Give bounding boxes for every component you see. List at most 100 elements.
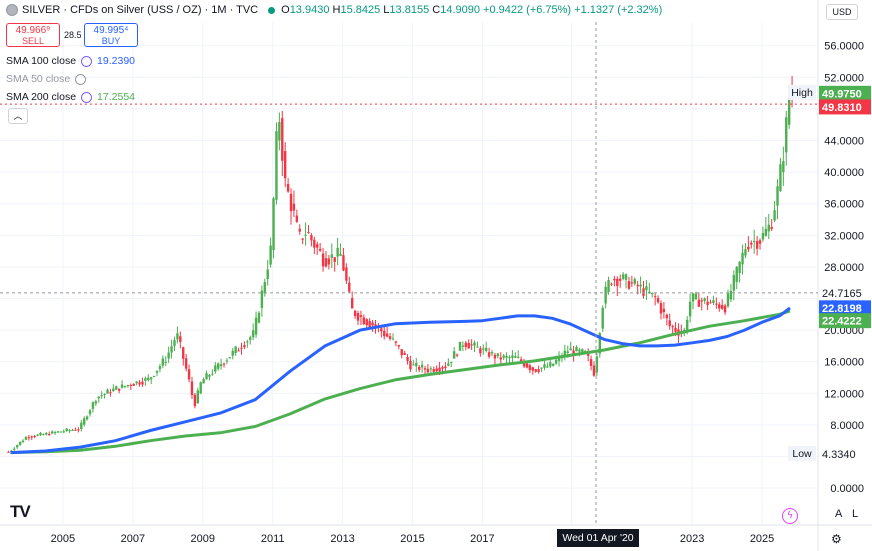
candle-body: [473, 342, 476, 346]
candle-body: [450, 361, 453, 363]
candle-body: [493, 354, 497, 359]
sell-price: 49.966⁹: [15, 25, 51, 36]
candle-body: [659, 303, 663, 314]
indicator-sma50[interactable]: SMA 50 close: [6, 73, 87, 85]
buy-label: BUY: [101, 36, 121, 46]
time-tick-label: 2017: [470, 533, 494, 545]
candle-body: [68, 430, 71, 432]
crosshair-date-label: Wed 01 Apr '20: [557, 529, 639, 547]
candle-body: [610, 283, 613, 285]
candle-body: [598, 333, 602, 354]
candle-body: [126, 385, 130, 387]
candle-body: [216, 363, 220, 369]
candle-body: [15, 445, 19, 448]
candle-body: [543, 364, 546, 368]
candle-body: [147, 377, 150, 381]
candle-body: [219, 364, 223, 367]
candle-body: [380, 328, 383, 332]
candle-body: [546, 366, 549, 368]
price-axis[interactable]: 56.000052.000048.000044.000040.000036.00…: [788, 41, 871, 495]
price-tick-label: 52.0000: [824, 72, 864, 84]
symbol-title[interactable]: SILVER · CFDs on Silver (USS / OZ) · 1M …: [22, 4, 259, 16]
sell-button[interactable]: 49.966⁹ SELL: [6, 23, 60, 47]
candle-body: [53, 432, 57, 434]
candle-body: [272, 198, 275, 251]
candle-body: [324, 258, 328, 267]
candle-body: [718, 304, 721, 309]
time-tick-label: 2007: [121, 533, 145, 545]
flash-icon[interactable]: ϟ: [782, 508, 798, 524]
candle-body: [129, 384, 132, 386]
time-tick-label: 2015: [400, 533, 424, 545]
candle-body: [671, 326, 674, 328]
auto-scale-button[interactable]: A: [835, 508, 843, 520]
candle-body: [144, 378, 147, 381]
candle-body: [715, 303, 718, 305]
candle-body: [371, 322, 374, 326]
candle-body: [161, 358, 165, 366]
candle-body: [211, 373, 214, 375]
candle-body: [202, 379, 205, 384]
candle-body: [540, 367, 543, 369]
candle-body: [199, 382, 202, 394]
candle-body: [173, 340, 176, 346]
candle-body: [435, 368, 438, 372]
candle-body: [39, 433, 42, 436]
axis-tag-caption: [788, 445, 816, 461]
candle-body: [691, 293, 695, 302]
candle-body: [569, 348, 572, 351]
candle-body: [447, 363, 450, 366]
candle-body: [321, 253, 325, 267]
candle-body: [586, 353, 590, 356]
candle-body: [149, 377, 153, 380]
time-axis[interactable]: 20052007200920112013201520172020232025: [51, 533, 775, 545]
tradingview-logo-icon[interactable]: TV: [10, 502, 31, 521]
candle-body: [601, 307, 604, 329]
candle-body: [365, 319, 368, 326]
candle-body: [662, 308, 666, 313]
refresh-icon[interactable]: [81, 91, 93, 103]
axis-tag: [819, 285, 871, 301]
candle-body: [412, 364, 415, 366]
candle-body: [747, 246, 750, 250]
indicator-value: 17.2554: [97, 91, 136, 103]
candle-body: [359, 315, 363, 318]
candle-body: [228, 357, 232, 359]
symbol-legend: SILVER · CFDs on Silver (USS / OZ) · 1M …: [6, 4, 662, 16]
candle-body: [464, 342, 468, 347]
candle-body: [633, 279, 636, 284]
time-tick-label: 2009: [191, 533, 215, 545]
candle-body: [281, 118, 284, 161]
candle-body: [167, 352, 170, 359]
candle-body: [88, 410, 92, 415]
candle-body: [383, 330, 386, 337]
candle-body: [362, 317, 366, 325]
candle-body: [289, 193, 293, 212]
candle-body: [581, 349, 584, 353]
indicator-value: 19.2390: [97, 55, 136, 67]
candle-body: [432, 369, 435, 372]
candle-body: [397, 345, 401, 347]
candle-body: [452, 351, 456, 359]
indicator-sma100[interactable]: SMA 100 close 19.2390: [6, 55, 135, 67]
candle-body: [517, 356, 520, 358]
candle-body: [263, 282, 267, 294]
candle-body: [30, 436, 33, 438]
buy-button[interactable]: 49.995⁴ BUY: [84, 23, 138, 47]
indicator-sma200[interactable]: SMA 200 close 17.2554: [6, 91, 135, 103]
refresh-icon[interactable]: [81, 55, 93, 67]
eye-hidden-icon[interactable]: [75, 73, 87, 85]
candle-body: [356, 313, 360, 321]
candle-body: [269, 245, 272, 265]
candle-body: [208, 374, 211, 377]
candle-body: [668, 320, 671, 327]
chevron-up-icon[interactable]: ︿: [8, 108, 28, 124]
log-scale-button[interactable]: L: [852, 508, 859, 520]
silver-symbol-icon: [6, 4, 18, 16]
axis-tag: [819, 446, 871, 462]
currency-selector[interactable]: USD: [826, 4, 858, 20]
gear-icon[interactable]: ⚙: [831, 532, 842, 546]
candle-body: [429, 368, 433, 370]
candle-body: [639, 284, 642, 287]
